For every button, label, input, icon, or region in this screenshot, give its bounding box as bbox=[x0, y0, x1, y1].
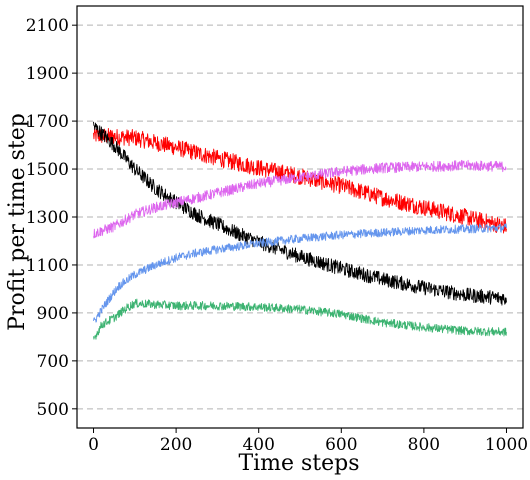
y-tick-label: 1900 bbox=[26, 64, 69, 84]
series-line-3 bbox=[93, 159, 507, 239]
y-tick-label: 1300 bbox=[26, 208, 69, 228]
x-axis: 0 200 400 600 800 1000 bbox=[88, 428, 528, 455]
y-tick-label: 2100 bbox=[26, 16, 69, 36]
x-tick-label: 200 bbox=[160, 435, 192, 455]
y-tick-label: 900 bbox=[37, 304, 69, 324]
x-tick-label: 0 bbox=[88, 435, 99, 455]
y-axis-title: Profit per time step bbox=[5, 113, 30, 331]
y-tick-label: 1700 bbox=[26, 112, 69, 132]
x-tick-label: 1000 bbox=[485, 435, 528, 455]
x-tick-label: 600 bbox=[325, 435, 357, 455]
x-tick-label: 800 bbox=[408, 435, 440, 455]
y-axis: 500 700 900 1100 1300 1500 1700 1900 2100 bbox=[26, 16, 77, 420]
series-line-5 bbox=[93, 298, 507, 340]
series-line-2 bbox=[93, 121, 507, 306]
x-axis-title: Time steps bbox=[238, 451, 359, 476]
y-tick-label: 700 bbox=[37, 352, 69, 372]
y-tick-label: 500 bbox=[37, 400, 69, 420]
series-line-4 bbox=[93, 223, 507, 323]
y-tick-label: 1100 bbox=[26, 256, 69, 276]
y-tick-label: 1500 bbox=[26, 160, 69, 180]
series-group bbox=[93, 121, 507, 340]
x-tick-label: 400 bbox=[242, 435, 274, 455]
